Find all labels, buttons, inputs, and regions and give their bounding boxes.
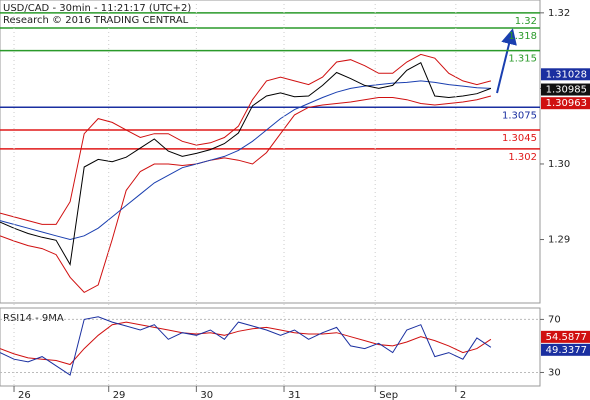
price-tag-label: 54.5877 bbox=[546, 332, 587, 343]
x-tick-label: 31 bbox=[288, 390, 301, 400]
price-tag-label: 49.3377 bbox=[546, 345, 587, 356]
level-label: 1.315 bbox=[508, 54, 537, 65]
series-line bbox=[0, 316, 492, 376]
y-tick-label: 1.30 bbox=[548, 159, 570, 170]
series-line bbox=[0, 80, 491, 241]
series-line bbox=[0, 61, 492, 266]
series-line bbox=[0, 95, 492, 294]
series-line bbox=[0, 321, 492, 366]
price-tag bbox=[541, 97, 590, 110]
chart-title: USD/CAD - 30min - 11:21:17 (UTC+2) bbox=[3, 3, 191, 14]
level-label: 1.3075 bbox=[502, 110, 537, 121]
price-tag-label: 1.31028 bbox=[546, 69, 587, 80]
series-line bbox=[0, 53, 492, 225]
price-tag bbox=[541, 83, 590, 96]
y-tick-label: 1.29 bbox=[548, 235, 570, 246]
x-tick-label: 29 bbox=[113, 390, 126, 400]
level-label: 1.318 bbox=[508, 31, 537, 42]
level-label: 1.32 bbox=[515, 16, 537, 27]
forecast-arrow bbox=[496, 28, 517, 94]
chart-subtitle: Research © 2016 TRADING CENTRAL bbox=[3, 15, 189, 26]
y-tick-label: 70 bbox=[548, 314, 561, 325]
x-tick-label: 30 bbox=[200, 390, 213, 400]
y-tick-label: 1.32 bbox=[548, 8, 570, 19]
price-tag bbox=[541, 68, 590, 81]
rsi-title: RSI14 - 9MA bbox=[3, 313, 64, 324]
price-tag bbox=[541, 330, 590, 343]
price-tag-label: 1.30963 bbox=[546, 98, 587, 109]
price-tag bbox=[541, 343, 590, 356]
level-label: 1.302 bbox=[508, 152, 537, 163]
price-tag-label: 1.30985 bbox=[546, 85, 587, 96]
x-tick-label: 26 bbox=[18, 390, 31, 400]
x-tick-label: Sep bbox=[379, 390, 398, 400]
x-tick-label: 2 bbox=[460, 390, 466, 400]
level-label: 1.3045 bbox=[502, 133, 537, 144]
y-tick-label: 30 bbox=[548, 367, 561, 378]
